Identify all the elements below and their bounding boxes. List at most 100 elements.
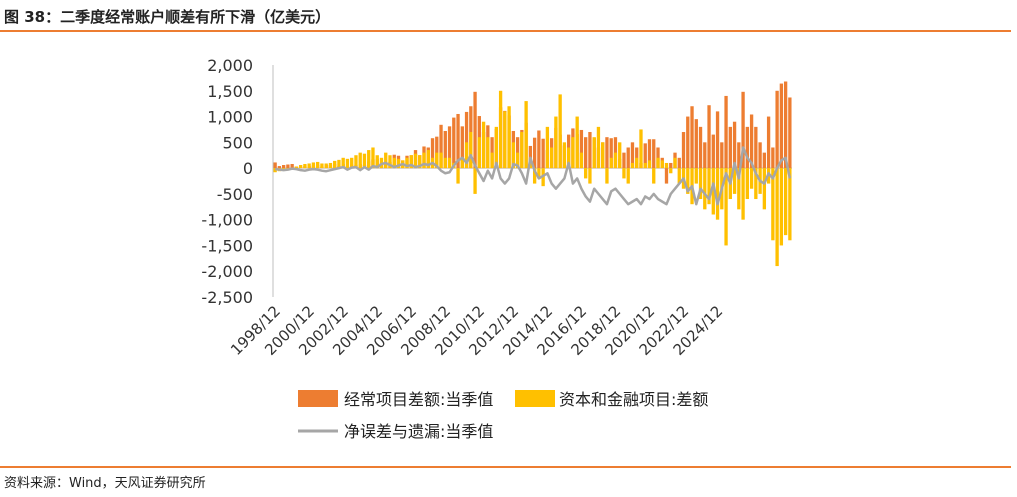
capital-financial-bar — [388, 155, 392, 169]
capital-financial-bar — [609, 157, 613, 169]
current-account-bar — [681, 132, 686, 169]
capital-financial-bar — [677, 168, 681, 184]
capital-financial-bar — [337, 159, 341, 169]
capital-financial-bar — [626, 168, 630, 184]
capital-financial-bar — [345, 158, 350, 169]
capital-financial-bar — [698, 168, 703, 200]
y-tick-label: -1,500 — [201, 236, 253, 255]
errors-omissions-line — [274, 146, 792, 206]
top-rule — [0, 30, 1011, 32]
capital-financial-bar — [669, 168, 673, 174]
capital-financial-bar — [532, 168, 537, 184]
capital-financial-bar — [762, 168, 767, 210]
current-account-bar — [694, 119, 698, 169]
current-account-bar — [737, 142, 741, 169]
capital-financial-bar — [367, 150, 371, 169]
capital-financial-bar — [362, 153, 367, 169]
current-account-bar — [762, 152, 767, 169]
capital-financial-bar — [392, 157, 396, 169]
current-account-bar — [728, 126, 732, 169]
capital-financial-bar — [473, 168, 477, 194]
current-account-bar — [775, 90, 779, 169]
capital-financial-bar — [520, 132, 524, 169]
capital-financial-bar — [418, 155, 422, 169]
capital-financial-bar — [630, 162, 635, 169]
capital-financial-bar — [481, 121, 486, 169]
capital-financial-bar — [558, 94, 562, 169]
current-account-bar — [579, 129, 584, 169]
capital-financial-bar — [567, 147, 571, 169]
capital-financial-bar — [311, 162, 316, 169]
capital-financial-bar — [413, 153, 418, 169]
capital-financial-bar — [320, 163, 324, 169]
capital-financial-bars — [273, 90, 792, 267]
capital-financial-bar — [660, 160, 664, 169]
current-account-bar — [758, 142, 762, 169]
current-account-bar — [715, 111, 720, 169]
current-account-bar — [456, 113, 460, 169]
capital-financial-bar — [741, 168, 745, 220]
capital-financial-bar — [737, 168, 741, 210]
capital-financial-bar — [601, 142, 605, 169]
current-account-bar — [647, 139, 652, 169]
capital-financial-bar — [333, 160, 337, 169]
current-account-bar — [745, 126, 749, 169]
current-account-bar — [779, 83, 784, 169]
capital-financial-bar — [486, 137, 490, 169]
current-account-bar — [626, 147, 630, 169]
current-account-bar — [584, 137, 588, 169]
legend: 经常项目差额:当季值 资本和金融项目:差额 净误差与遗漏:当季值 — [298, 390, 708, 441]
current-account-bar — [541, 138, 545, 169]
capital-financial-bar — [724, 168, 728, 246]
capital-financial-bar — [443, 157, 447, 169]
current-account-bar — [460, 126, 464, 169]
capital-financial-bar — [584, 168, 588, 179]
capital-financial-bar — [490, 152, 494, 169]
capital-financial-bar — [571, 137, 575, 169]
capital-financial-bar — [328, 162, 333, 169]
legend-label-current-account: 经常项目差额:当季值 — [344, 390, 493, 409]
current-account-bar — [766, 116, 771, 169]
current-account-bar — [677, 157, 681, 169]
figure-title: 图 38：二季度经常账户顺差有所下滑（亿美元） — [4, 8, 331, 26]
current-account-bar — [741, 91, 745, 169]
capital-financial-bar — [507, 106, 511, 169]
capital-financial-bar — [350, 157, 354, 169]
current-account-bar — [720, 142, 724, 169]
current-account-bar — [435, 136, 439, 169]
capital-financial-bar — [375, 155, 379, 169]
capital-financial-bar — [549, 147, 554, 169]
y-axis: -2,500 -2,000 -1,500 -1,000 -500 0 500 1,000 1,5… — [201, 56, 274, 307]
capital-financial-bar — [749, 168, 754, 189]
capital-financial-bar — [779, 168, 784, 246]
capital-financial-bar — [562, 142, 567, 169]
current-account-bar — [711, 134, 715, 169]
current-account-bar — [473, 91, 477, 169]
capital-financial-bar — [554, 116, 558, 169]
source-note: 资料来源：Wind，天风证券研究所 — [4, 476, 206, 491]
current-account-bar — [452, 117, 456, 169]
current-account-bar — [273, 162, 277, 169]
current-account-bar — [732, 121, 737, 169]
capital-financial-bar — [745, 168, 749, 200]
y-tick-label: -2,500 — [201, 288, 253, 307]
capital-financial-bar — [605, 168, 609, 184]
current-account-bar — [643, 143, 647, 169]
capital-financial-bar — [316, 161, 320, 169]
current-account-bar — [281, 165, 286, 169]
capital-financial-bar — [469, 132, 473, 169]
capital-financial-bar — [324, 163, 328, 169]
capital-financial-bar — [494, 126, 498, 169]
capital-financial-bar — [703, 168, 707, 210]
capital-financial-bar — [460, 157, 464, 169]
capital-financial-bar — [426, 150, 430, 169]
y-tick-label: -1,000 — [201, 211, 253, 230]
current-account-bar — [532, 137, 537, 169]
current-account-bar — [707, 105, 711, 169]
legend-label-errors-omissions: 净误差与遗漏:当季值 — [344, 422, 493, 441]
bottom-rule — [0, 466, 1011, 468]
capital-financial-bar — [422, 152, 426, 169]
capital-financial-bar — [754, 168, 758, 200]
legend-swatch-capital-financial — [515, 390, 555, 407]
current-account-bar — [286, 164, 290, 169]
